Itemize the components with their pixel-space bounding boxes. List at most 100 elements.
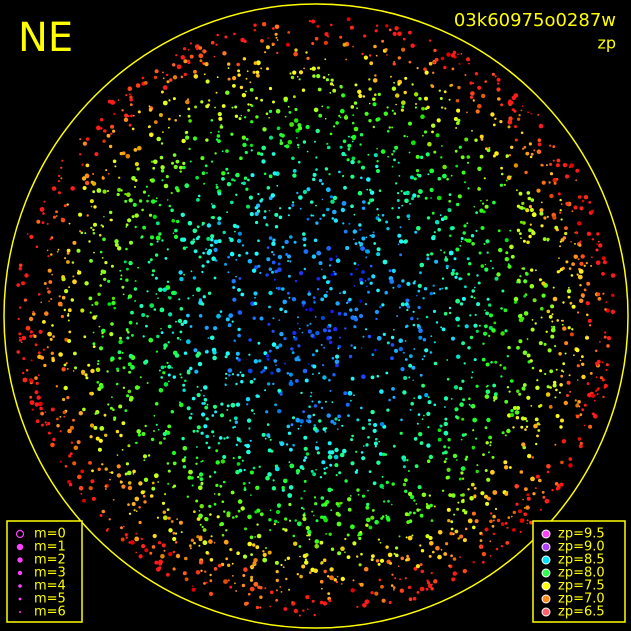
star [259,586,263,590]
star [179,307,184,311]
star [559,383,563,387]
star [577,195,582,199]
star [530,268,534,272]
star [160,554,165,559]
star [235,275,237,278]
star [552,159,555,162]
star [255,605,259,610]
star [167,341,170,344]
star [46,287,49,290]
star [302,189,307,195]
star [162,71,164,74]
star [490,512,493,515]
star [40,301,43,304]
star [127,485,133,491]
star [400,190,403,193]
star [294,519,298,522]
star [399,588,404,593]
star [514,125,517,129]
star [328,378,331,382]
star [460,466,466,471]
star [172,536,177,542]
star [382,452,385,456]
star [514,138,518,142]
star [121,351,124,354]
star [217,112,222,117]
star [461,296,466,301]
star [575,168,580,173]
star [568,457,573,461]
star [152,166,156,170]
star [266,257,271,262]
star [443,396,449,401]
star [289,72,292,75]
star [240,292,245,297]
star [447,438,451,442]
star [507,263,510,266]
star [402,465,406,469]
star [160,331,164,334]
star [397,206,401,210]
star [443,445,447,449]
star [402,37,406,41]
star [171,219,175,223]
star [215,183,218,186]
star [271,251,274,254]
star [492,532,496,536]
star [328,599,332,603]
star [381,515,385,518]
star [156,136,161,142]
star [297,146,300,149]
star [289,463,295,469]
star [401,204,404,207]
star [512,510,516,515]
star [60,304,63,307]
star [341,151,346,157]
star [241,93,247,98]
star [368,102,371,105]
star [195,456,199,460]
star [500,172,504,176]
star [508,116,513,121]
star [419,586,425,592]
star [261,432,266,437]
star [416,317,419,320]
star [519,518,525,523]
star [99,384,104,389]
star [453,385,459,390]
star [37,293,41,296]
star [210,535,213,538]
star [350,272,353,276]
star [579,441,583,445]
star [284,517,288,521]
star [397,192,400,195]
star [171,331,175,334]
star [379,558,385,563]
star [356,605,359,609]
star [226,182,232,187]
star [340,207,346,213]
star [574,243,576,245]
star [160,142,164,145]
star [124,199,128,203]
star [277,267,282,273]
star [489,441,492,444]
star [385,371,389,375]
star [398,535,401,538]
star [92,190,96,194]
star [182,571,187,576]
star [448,234,452,237]
star [131,176,136,181]
star [47,331,52,337]
star [503,308,508,313]
star [275,364,277,367]
star [215,185,219,189]
star [175,159,180,164]
star [559,198,562,202]
star [365,236,368,239]
star [127,331,130,334]
star [162,431,167,437]
star [90,479,95,484]
star [464,527,468,531]
star [492,154,496,158]
